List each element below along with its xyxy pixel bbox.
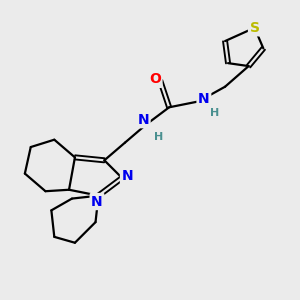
Text: H: H [210, 108, 219, 118]
Text: N: N [137, 113, 149, 127]
Text: S: S [250, 21, 260, 35]
Text: H: H [154, 132, 164, 142]
Text: N: N [91, 194, 103, 208]
Text: O: O [149, 72, 161, 86]
Text: N: N [122, 169, 133, 184]
Text: N: N [198, 92, 210, 106]
